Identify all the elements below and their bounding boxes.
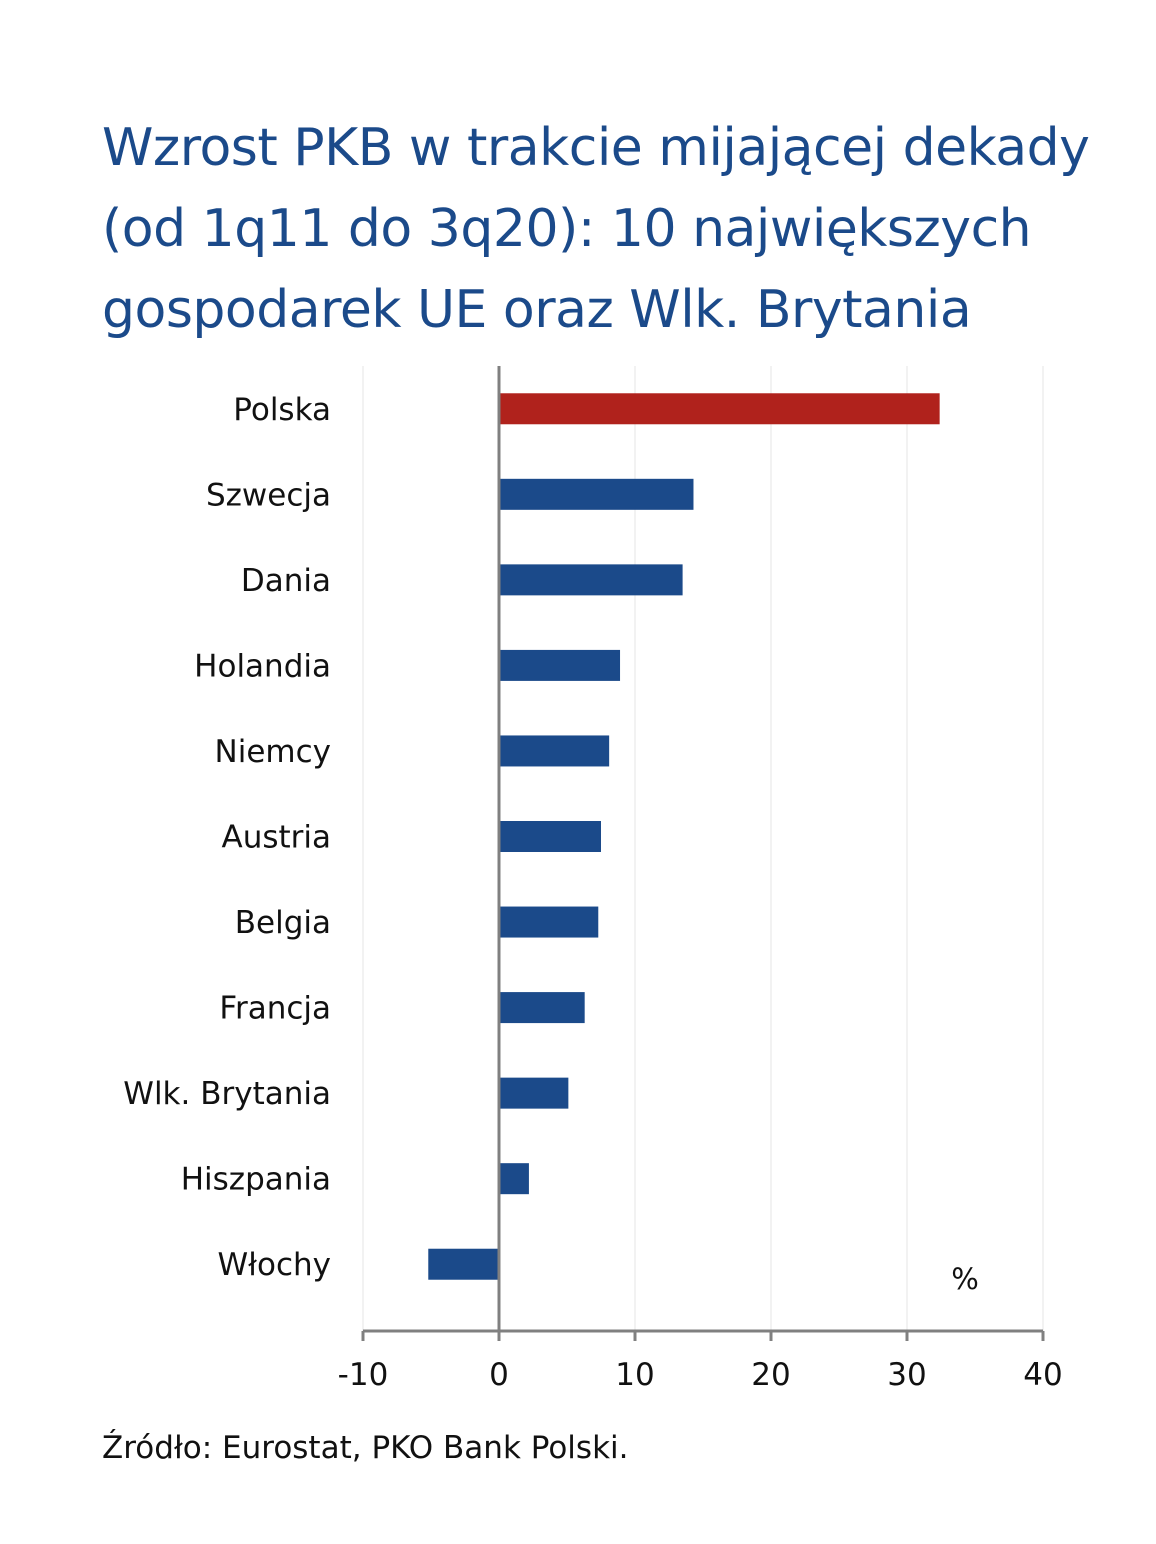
x-tick-label: 10 (615, 1357, 654, 1393)
bar (499, 821, 601, 852)
category-label: Francja (219, 991, 331, 1027)
category-label: Szwecja (206, 477, 331, 513)
bar (499, 393, 940, 425)
category-label: Niemcy (215, 734, 331, 770)
category-label: Wlk. Brytania (123, 1076, 331, 1112)
bar (499, 1163, 529, 1195)
x-tick-label: -10 (338, 1357, 389, 1393)
category-labels: Polska Szwecja Dania Holandia Niemcy Austria B… (123, 392, 331, 1283)
category-label: Holandia (194, 648, 331, 684)
category-label: Dania (241, 563, 331, 599)
bars (428, 393, 940, 1280)
x-tick-label: 20 (751, 1357, 790, 1393)
chart-title: Wzrost PKB w trakcie mijającej dekady (o… (102, 118, 1090, 340)
x-tick-label: 40 (1023, 1357, 1062, 1393)
bar (499, 735, 610, 767)
category-label: Austria (221, 820, 331, 856)
source-note: Źródło: Eurostat, PKO Bank Polski. (102, 1430, 629, 1466)
bar (428, 1248, 499, 1280)
unit-label: % (951, 1262, 979, 1296)
x-tick-label: 30 (887, 1357, 926, 1393)
x-tick-label: 0 (489, 1357, 509, 1393)
bar (499, 1077, 569, 1109)
bar (499, 992, 585, 1024)
category-label: Belgia (235, 905, 331, 941)
bar (499, 649, 621, 681)
category-label: Hiszpania (181, 1162, 331, 1198)
category-label: Polska (233, 392, 331, 428)
category-label: Włochy (218, 1247, 331, 1283)
axes: -10 0 10 20 30 40 (338, 366, 1063, 1393)
bar (499, 564, 683, 596)
bar (499, 478, 694, 510)
bar (499, 906, 599, 938)
gridlines (362, 366, 1044, 1331)
